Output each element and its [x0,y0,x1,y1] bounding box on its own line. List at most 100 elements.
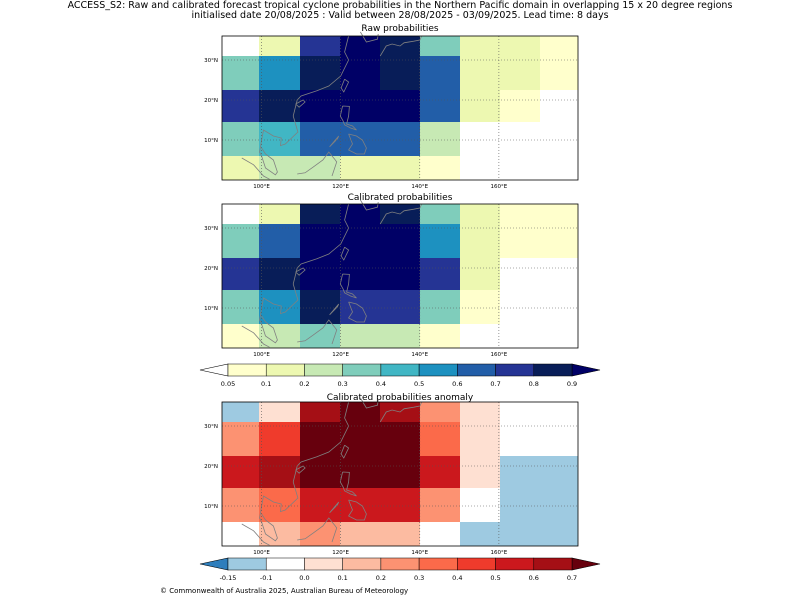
coastline [259,401,350,542]
heatmap-cell [340,56,380,90]
heatmap-cell [222,36,259,56]
y-tick-label: 30°N [204,226,218,232]
heatmap-cell [420,156,460,180]
colorbar-swatch [495,557,535,571]
heatmap-cell [340,488,380,522]
colorbar-tick-label: 0.1 [337,574,347,582]
heatmap-cell [420,522,460,546]
heatmap-cell [222,402,259,422]
colorbar-swatch [342,557,382,571]
heatmap-cell [259,488,300,522]
heatmap-cell [222,122,259,156]
colorbar-swatch [495,363,535,377]
heatmap-cell [380,290,420,324]
colorbar-swatch [304,363,343,377]
heatmap-cell [540,224,578,258]
coastline [340,78,350,93]
x-tick-label: 160°E [491,184,508,190]
x-tick-label: 100°E [253,184,270,190]
y-tick-label: 20°N [204,266,218,272]
coastline [379,401,423,423]
colorbar-tick-label: 0.6 [529,574,539,582]
coastline [259,203,350,344]
heatmap-cell [380,324,420,348]
heatmap-cell [259,36,300,56]
heatmap-cell [259,56,300,90]
coastline [241,157,270,180]
heatmap-cell [540,204,578,224]
heatmap-cell [460,456,500,488]
heatmap-cell [300,90,340,122]
heatmap-cell [500,488,540,522]
heatmap-cell [460,36,500,56]
heatmap-cell [540,90,578,122]
y-tick-label: 30°N [204,58,218,64]
colorbar-tick-label: 0.5 [490,574,500,582]
colorbar-extend-high [571,557,601,571]
heatmap-cell [460,204,500,224]
heatmap-cell [222,522,259,546]
x-tick-label: 120°E [332,184,349,190]
colorbar-tick-label: 0.4 [452,574,462,582]
x-tick-label: 100°E [253,352,270,358]
heatmap-cell [259,122,300,156]
heatmap-cell [300,422,340,456]
heatmap-cell [380,90,420,122]
heatmap-cell [500,56,540,90]
heatmap-cell [420,402,460,422]
heatmap-cell [540,402,578,422]
colorbar-extend-high [571,363,601,377]
heatmap-cell [540,422,578,456]
heatmap-cell [222,56,259,90]
heatmap-cell [259,402,300,422]
heatmap-cell [500,324,540,348]
coastline [259,35,350,176]
heatmap-cell [540,56,578,90]
heatmap-cell [380,488,420,522]
y-tick-label: 10°N [204,504,218,510]
colorbar-swatch [457,557,496,571]
colorbar-tick-label: -0.15 [220,574,237,582]
colorbar-extend-low [199,557,229,571]
heatmap-cell [300,122,340,156]
heatmap-cell [340,224,380,258]
heatmap-cell [300,488,340,522]
heatmap-cell [300,522,340,546]
coastline [241,325,270,348]
heatmap-cell [380,224,420,258]
heatmap-cell [540,122,578,156]
x-tick-label: 100°E [253,550,270,556]
coastline [295,267,306,276]
heatmap-cell [300,290,340,324]
y-tick-label: 10°N [204,306,218,312]
coastline [379,35,423,57]
heatmap-cell [300,36,340,56]
heatmap-cell [420,224,460,258]
heatmap-cell [340,122,380,156]
heatmap-cell [540,456,578,488]
colorbar-tick-label: 0.4 [376,380,386,388]
figure-title-line1: ACCESS_S2: Raw and calibrated forecast t… [67,0,733,11]
coastline [297,517,338,543]
anomaly-colorbar: -0.15 -0.1 0.0 0.1 0.2 0.3 0.4 0.5 0.6 0.7 [199,557,601,582]
colorbar-tick-label: 0.1 [261,380,271,388]
colorbar-tick-label: -0.1 [260,574,273,582]
heatmap-cell [540,290,578,324]
x-tick-label: 120°E [332,550,349,556]
heatmap-cell [460,522,500,546]
heatmap-cell [500,402,540,422]
map-frame [221,35,579,181]
coastline [339,471,357,497]
colorbar-swatch [418,557,458,571]
heatmap-cell [420,122,460,156]
heatmap-cell [540,488,578,522]
heatmap-cell [460,422,500,456]
x-tick-label: 140°E [411,352,428,358]
coastline [295,99,306,108]
colorbar-swatch [380,363,420,377]
colorbar-swatch [533,363,573,377]
heatmap-cell [222,456,259,488]
colorbar-tick-label: 0.05 [221,380,235,388]
colorbar-tick-label: 0.5 [414,380,424,388]
